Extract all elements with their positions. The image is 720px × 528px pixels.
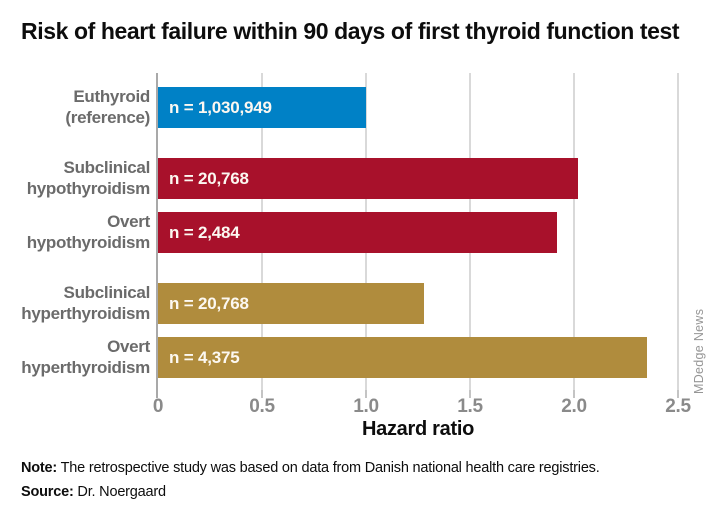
gridline [677, 73, 679, 390]
x-axis-ticks: 0 0.5 1.0 1.5 2.0 2.5 [153, 396, 691, 417]
chart-title: Risk of heart failure within 90 days of … [21, 18, 680, 44]
y-axis-line [156, 73, 158, 398]
bar-hypothyroidism-1: n = 20,768 [158, 158, 579, 199]
x-tick-label: 0.5 [249, 396, 275, 417]
watermark-credit: MDedge News [692, 308, 706, 394]
x-axis-label: Hazard ratio [362, 418, 474, 440]
bar-hyperthyroidism-3: n = 20,768 [158, 283, 425, 324]
tick-mark [677, 390, 679, 398]
tick-mark [573, 390, 575, 398]
gridline [573, 73, 575, 390]
category-label: Overt hypothyroidism [26, 212, 151, 252]
bar-n-label: n = 20,768 [169, 294, 249, 313]
x-tick-label: 1.5 [457, 396, 483, 417]
x-tick-label: 2.0 [561, 396, 587, 417]
plot-area: n = 1,030,949 n = 20,768 n = 2,484 n = 20,7… [156, 73, 679, 398]
x-tick-label: 1.0 [353, 396, 379, 417]
category-label: Subclinical hyperthyroidism [21, 283, 150, 323]
bar-hyperthyroidism-4: n = 4,375 [158, 337, 647, 378]
category-label: Overt hyperthyroidism [21, 337, 150, 377]
bar-hypothyroidism-2: n = 2,484 [158, 212, 558, 253]
source-label: Source: [21, 484, 74, 500]
category-label: Subclinical hypothyroidism [26, 158, 151, 198]
category-labels: Euthyroid (reference) Subclinical hypothyro… [0, 73, 150, 395]
tick-mark [469, 390, 471, 398]
source-text: Source: Dr. Noergaard [21, 484, 166, 500]
note-label: Note: [21, 460, 58, 476]
bar-n-label: n = 4,375 [169, 348, 240, 367]
bar-n-label: n = 2,484 [169, 223, 240, 242]
tick-mark [365, 390, 367, 398]
category-label: Euthyroid (reference) [65, 87, 150, 127]
note-text: Note: The retrospective study was based … [21, 460, 600, 476]
x-tick-label: 0 [152, 396, 164, 417]
bar-reference-0: n = 1,030,949 [158, 87, 366, 128]
bar-n-label: n = 1,030,949 [169, 98, 272, 117]
tick-mark [261, 390, 263, 398]
x-tick-label: 2.5 [665, 396, 691, 417]
bar-n-label: n = 20,768 [169, 169, 249, 188]
